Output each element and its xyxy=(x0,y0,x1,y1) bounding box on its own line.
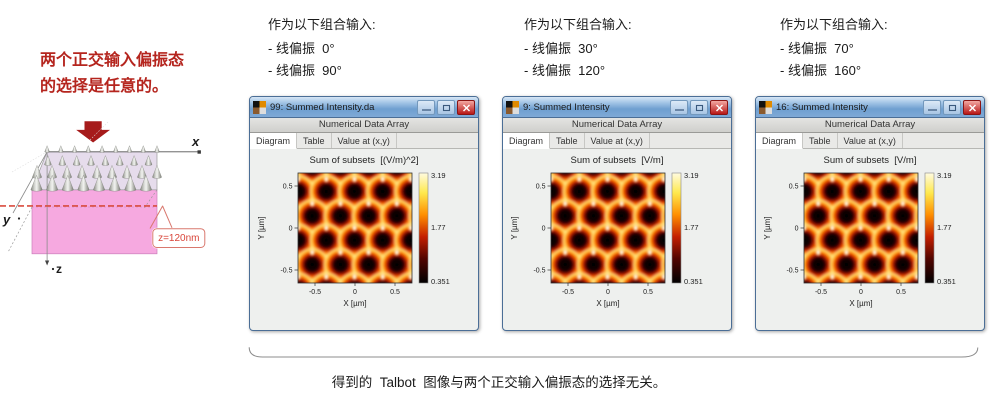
svg-text:-0.5: -0.5 xyxy=(815,289,827,296)
svg-text:X [µm]: X [µm] xyxy=(596,299,619,308)
svg-text:3.19: 3.19 xyxy=(684,171,699,180)
svg-text:Y [µm]: Y [µm] xyxy=(510,216,519,239)
svg-text:0.5: 0.5 xyxy=(643,289,653,296)
svg-text:-0.5: -0.5 xyxy=(533,268,545,275)
svg-text:0: 0 xyxy=(795,226,799,233)
svg-text:1.77: 1.77 xyxy=(937,223,952,232)
svg-text:3.19: 3.19 xyxy=(937,171,952,180)
svg-text:1.77: 1.77 xyxy=(684,223,699,232)
svg-text:0: 0 xyxy=(859,289,863,296)
svg-text:Y [µm]: Y [µm] xyxy=(763,216,772,239)
svg-text:0.5: 0.5 xyxy=(536,184,546,191)
svg-text:0: 0 xyxy=(606,289,610,296)
svg-text:0.351: 0.351 xyxy=(684,277,703,286)
svg-text:X [µm]: X [µm] xyxy=(849,299,872,308)
svg-text:0.351: 0.351 xyxy=(937,277,956,286)
svg-text:-0.5: -0.5 xyxy=(786,268,798,275)
svg-text:0: 0 xyxy=(542,226,546,233)
svg-text:-0.5: -0.5 xyxy=(562,289,574,296)
svg-text:0.5: 0.5 xyxy=(789,184,799,191)
svg-text:0.5: 0.5 xyxy=(896,289,906,296)
